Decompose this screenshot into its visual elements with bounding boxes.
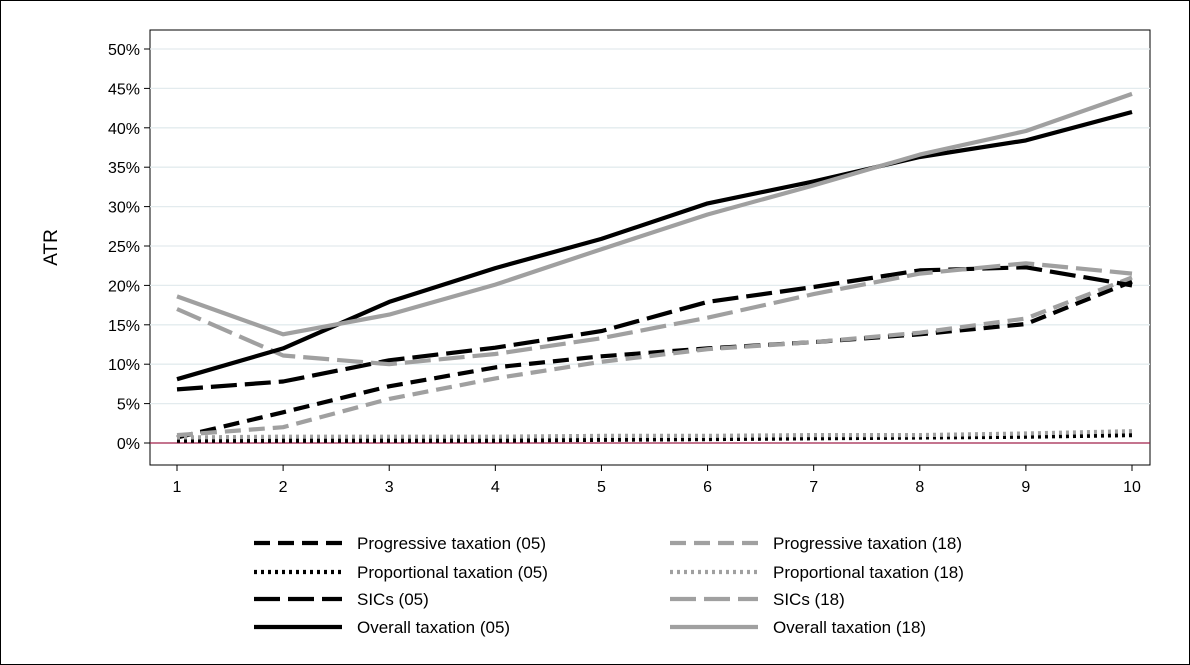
legend-label: Proportional taxation (05) — [357, 563, 548, 582]
x-tick-label: 9 — [1021, 479, 1030, 496]
y-tick-label: 30% — [108, 200, 140, 217]
legend-label: Progressive taxation (05) — [357, 534, 546, 553]
series-line-6 — [176, 261, 1133, 367]
y-tick-label: 25% — [108, 239, 140, 256]
y-tick-label: 45% — [108, 81, 140, 98]
x-tick-label: 4 — [491, 479, 500, 496]
x-tick-label: 6 — [703, 479, 712, 496]
legend-label: SICs (05) — [357, 590, 429, 609]
legend-label: Overall taxation (05) — [357, 618, 510, 637]
series-line-1 — [176, 279, 1133, 440]
y-tick-label: 15% — [108, 318, 140, 335]
series-line-8 — [176, 91, 1133, 337]
series-line-5 — [176, 265, 1133, 392]
x-tick-label: 1 — [173, 479, 182, 496]
x-tick-label: 10 — [1123, 479, 1141, 496]
y-tick-label: 40% — [108, 121, 140, 138]
y-tick-label: 35% — [108, 160, 140, 177]
series-line-3 — [177, 433, 1133, 443]
series-line-4 — [176, 429, 1133, 440]
series-line-2 — [176, 275, 1133, 438]
x-tick-label: 5 — [597, 479, 606, 496]
legend-label: Progressive taxation (18) — [773, 534, 962, 553]
y-axis-title: ATR — [41, 229, 62, 266]
x-tick-label: 8 — [915, 479, 924, 496]
legend-label: Overall taxation (18) — [773, 618, 926, 637]
x-tick-label: 2 — [279, 479, 288, 496]
legend-label: SICs (18) — [773, 590, 845, 609]
y-tick-label: 0% — [117, 436, 140, 453]
y-tick-label: 5% — [117, 397, 140, 414]
y-tick-label: 20% — [108, 278, 140, 295]
x-tick-label: 3 — [385, 479, 394, 496]
plot-area — [149, 29, 1151, 466]
legend-label: Proportional taxation (18) — [773, 563, 964, 582]
x-tick-label: 7 — [809, 479, 818, 496]
y-tick-label: 10% — [108, 357, 140, 374]
y-tick-label: 50% — [108, 42, 140, 59]
